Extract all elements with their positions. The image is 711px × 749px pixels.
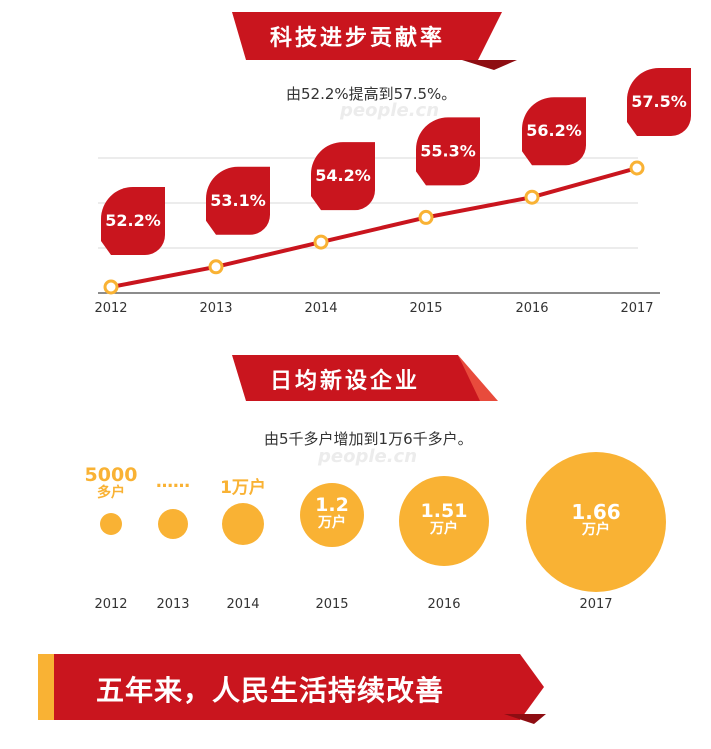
data-label-2017: 57.5% [631,92,687,111]
data-point-2015 [418,209,434,225]
data-label-2015: 55.3% [420,141,476,160]
x-tick-2013: 2013 [199,301,232,316]
data-point-2016 [524,189,540,205]
bubble-label-2017: 1.66 万户 [551,502,641,538]
data-point-2017 [629,160,645,176]
bubble-label-line2-2017: 万户 [582,522,610,538]
pin-marker-2012 [101,187,165,255]
data-label-2013: 53.1% [210,191,266,210]
section-title-life: 五年来，人民生活持续改善 [96,674,445,707]
data-label-2016: 56.2% [526,121,582,140]
data-point-2012 [103,279,119,295]
bubble-label-line1-2013: …… [156,472,190,492]
data-label-2014: 54.2% [315,166,371,185]
bubble-year-2013: 2013 [156,597,190,612]
data-label-2012: 52.2% [105,211,161,230]
bubble-label-line2-2015: 万户 [318,514,346,531]
bubble-2014 [222,503,264,545]
bubble-year-2015: 2015 [315,597,349,612]
pin-marker-2013 [206,166,270,235]
series-line [110,166,638,289]
section-title-enterprise: 日均新设企业 [270,369,421,394]
bubble-2012 [100,513,122,535]
bubble-label-2014: 1万户 [203,478,283,498]
subtitle-tech: 由52.2%提高到57.5%。 [286,85,457,103]
pin-marker-2017 [627,68,691,136]
data-point-2013 [208,259,224,275]
x-tick-2017: 2017 [620,301,653,316]
section-ribbon-enterprise [232,355,498,401]
bubble-year-2016: 2016 [427,597,461,612]
tech-contribution-line-chart: 52.2% 2012 53.1% 2013 54.2% 2014 55.3% 2015 56.2… [94,68,691,316]
bubble-label-line2-2016: 万户 [430,520,458,537]
x-tick-2012: 2012 [94,301,127,316]
bubble-label-2015: 1.2 万户 [287,494,377,531]
bubble-2013 [158,509,188,539]
x-tick-2014: 2014 [304,301,337,316]
bubble-2015 [300,483,364,547]
section-title-tech: 科技进步贡献率 [270,26,446,51]
pin-marker-2015 [416,117,480,186]
bubble-label-line1-2016: 1.51 [420,500,468,522]
bubble-label-line2-2012: 多户 [97,484,125,501]
bubble-label-line1-2017: 1.66 [571,500,621,524]
watermark-2: people.cn [318,446,418,467]
bubble-2017 [526,452,666,592]
bubble-year-2014: 2014 [226,597,260,612]
bubble-label-2016: 1.51 万户 [399,500,489,537]
bubble-label-line1-2014: 1万户 [220,478,266,498]
banner-accent-bar [38,654,54,720]
bubble-label-line1-2012: 5000 [84,464,138,486]
data-point-2014 [313,234,329,250]
x-tick-2016: 2016 [515,301,548,316]
pin-marker-2016 [522,97,586,166]
pin-marker-2014 [311,142,375,211]
subtitle-enterprise: 由5千多户增加到1万6千多户。 [264,430,473,448]
watermark-1: people.cn [340,100,440,121]
section-ribbon-life [54,654,546,724]
bubble-label-2012: 5000 多户 [71,464,151,501]
bubble-label-2013: …… [133,472,213,492]
bubble-year-2012: 2012 [94,597,128,612]
x-tick-2015: 2015 [409,301,442,316]
bubble-2016 [399,476,489,566]
section-ribbon-tech [232,12,517,70]
bubble-year-2017: 2017 [579,597,613,612]
bubble-label-line1-2015: 1.2 [315,494,349,516]
